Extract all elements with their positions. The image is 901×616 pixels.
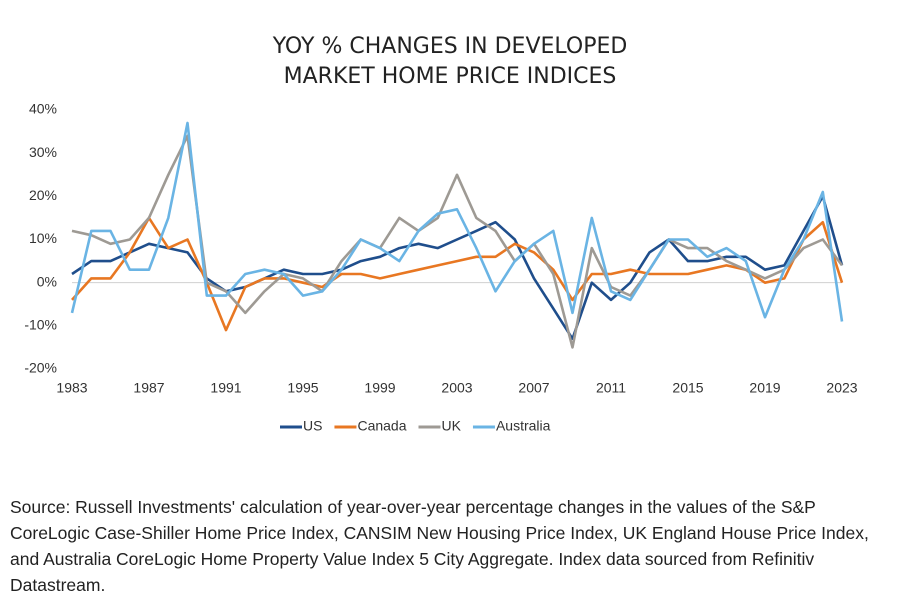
source-note: Source: Russell Investments' calculation… <box>10 497 869 595</box>
x-tick-label: 1995 <box>287 380 318 396</box>
legend-label: US <box>303 418 322 434</box>
x-tick-label: 2011 <box>596 380 626 396</box>
x-tick-label: 1983 <box>56 380 87 396</box>
x-tick-label: 1987 <box>133 380 164 396</box>
x-tick-label: 2007 <box>518 380 549 396</box>
legend-label: UK <box>442 418 462 434</box>
x-tick-label: 2023 <box>826 380 857 396</box>
chart: -20% -10% 0% 10% 20% 30% 40% 1983 1987 1991 1995 19… <box>24 101 857 434</box>
x-tick-label: 1991 <box>210 380 241 396</box>
chart-title: YOY % CHANGES IN DEVELOPED MARKET HOME P… <box>272 34 628 89</box>
series-line <box>70 121 844 322</box>
y-tick-label: 40% <box>29 101 57 117</box>
x-tick-label: 1999 <box>364 380 395 396</box>
legend-label: Australia <box>496 418 551 434</box>
y-tick-label: 20% <box>29 187 57 203</box>
y-tick-label: -10% <box>24 317 57 333</box>
y-tick-label: 30% <box>29 144 57 160</box>
y-tick-label: -20% <box>24 360 57 376</box>
series-line <box>71 216 844 332</box>
x-tick-label: 2019 <box>749 380 780 396</box>
legend-label: Canada <box>357 418 406 434</box>
y-tick-label: 10% <box>29 230 57 246</box>
x-tick-label: 2015 <box>672 380 703 396</box>
series-line <box>71 195 844 341</box>
x-tick-label: 2003 <box>441 380 472 396</box>
y-tick-label: 0% <box>37 273 57 289</box>
